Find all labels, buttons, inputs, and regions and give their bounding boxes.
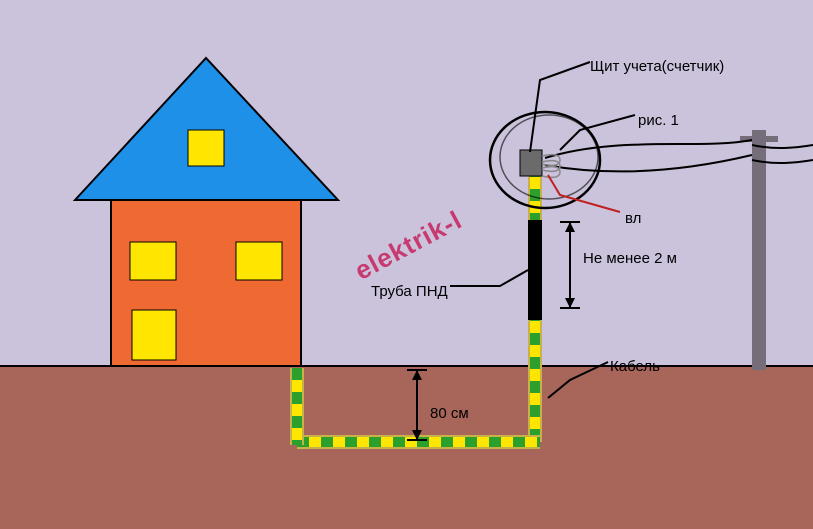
label-cable: Кабель: [610, 358, 660, 375]
label-meter-box: Щит учета(счетчик): [590, 58, 724, 75]
label-depth: 80 см: [430, 405, 469, 422]
diagram-canvas: [0, 0, 813, 529]
label-pipe-height: Не менее 2 м: [583, 250, 677, 267]
label-vl: вл: [625, 210, 641, 227]
label-pipe: Труба ПНД: [371, 283, 448, 300]
label-fig: рис. 1: [638, 112, 679, 129]
